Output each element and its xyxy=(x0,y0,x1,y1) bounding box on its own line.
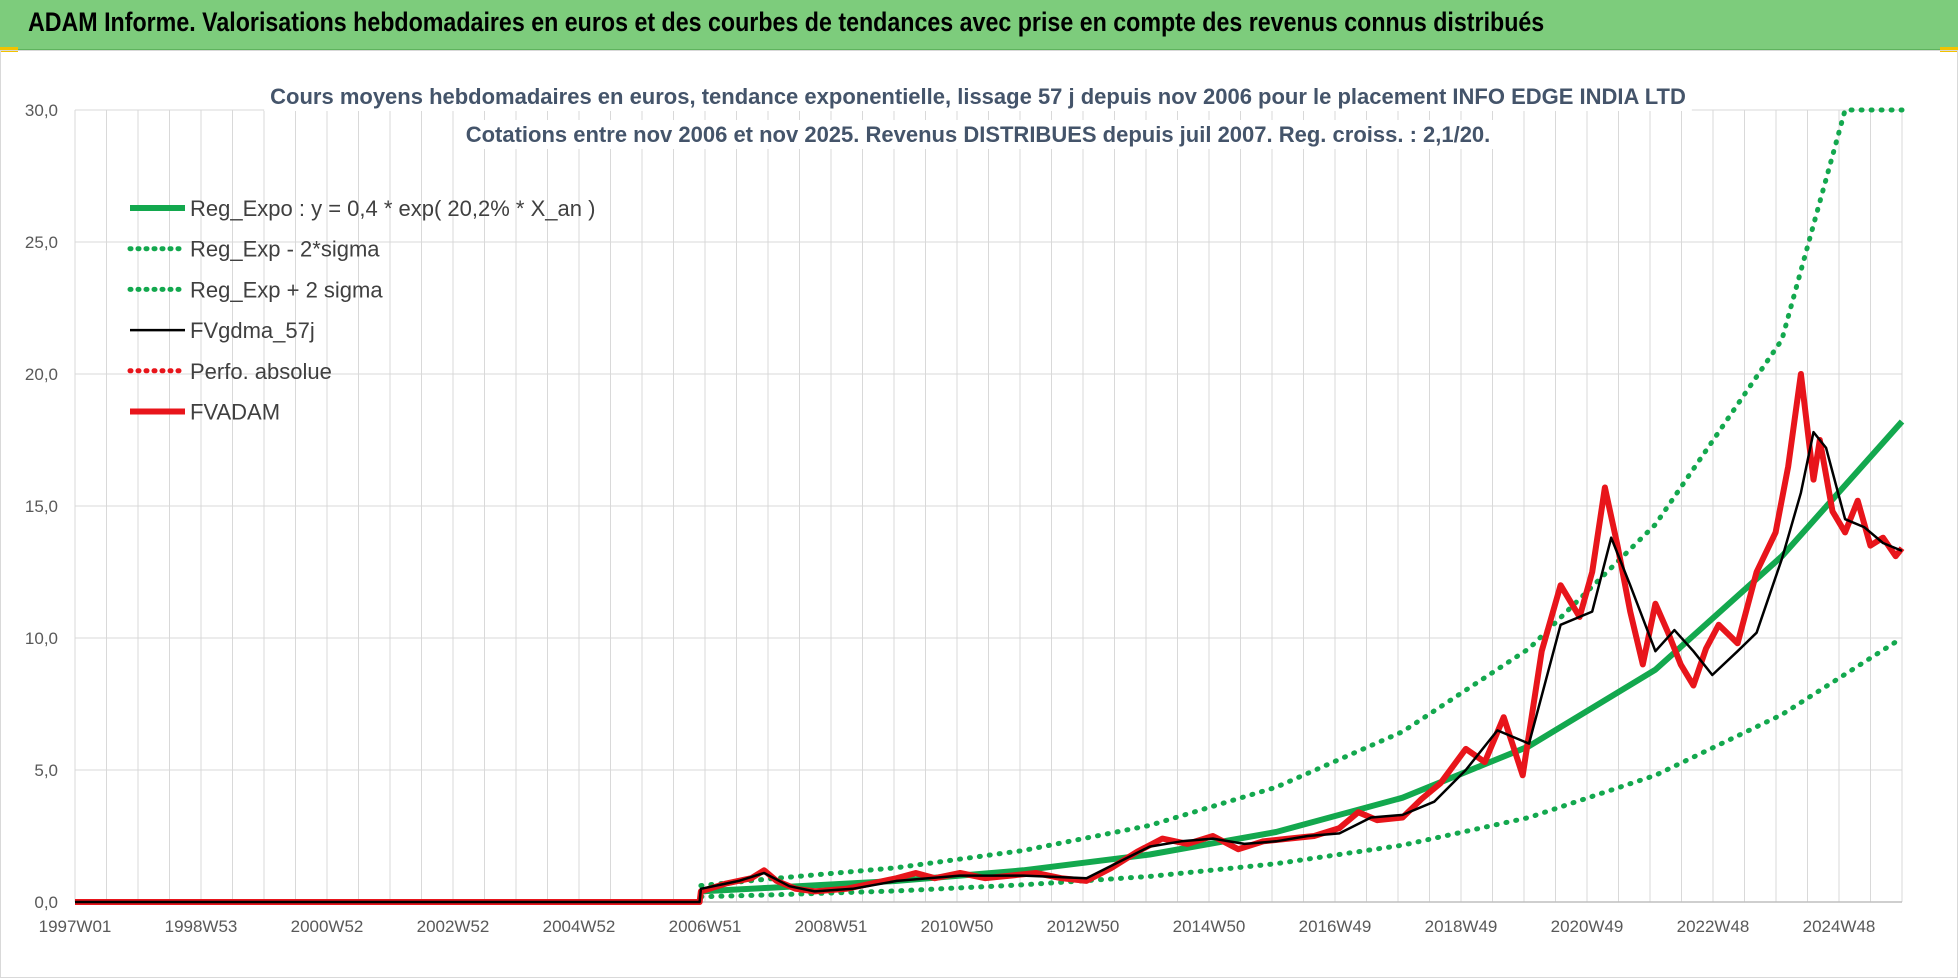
x-tick-label: 2004W52 xyxy=(543,917,616,936)
series-reg-expo-y-0-4-exp-20-2-x-an xyxy=(700,419,1905,895)
x-tick-label: 2006W51 xyxy=(669,917,742,936)
x-tick-label: 2018W49 xyxy=(1425,917,1498,936)
y-tick-label: 15,0 xyxy=(25,497,58,516)
y-tick-label: 10,0 xyxy=(25,629,58,648)
chart-title-bg xyxy=(264,82,1692,111)
chart-title: Cours moyens hebdomadaires en euros, ten… xyxy=(264,82,1692,149)
corner-mark-left xyxy=(0,47,18,52)
y-tick-label: 25,0 xyxy=(25,233,58,252)
axis-layer: 0,0 5,0 10,0 15,0 20,0 25,0 30,0 1997W01 1998W53… xyxy=(25,101,1902,936)
chart-title-bg xyxy=(459,120,1497,149)
x-tick-label: 2014W50 xyxy=(1173,917,1246,936)
x-tick-label: 2008W51 xyxy=(795,917,868,936)
chart-title-line: Cotations entre nov 2006 et nov 2025. Re… xyxy=(466,122,1491,147)
x-tick-label: 2016W49 xyxy=(1299,917,1372,936)
legend-label: Reg_Exp + 2 sigma xyxy=(190,277,383,302)
series-layer xyxy=(75,107,1905,905)
header-title: ADAM Informe. Valorisations hebdomadaire… xyxy=(28,7,1545,37)
y-tick-label: 20,0 xyxy=(25,365,58,384)
series-reg-exp-2-sigma xyxy=(698,107,1905,889)
series-reg-exp-2-sigma xyxy=(698,635,1905,900)
series-fvgdma-57j xyxy=(75,430,1903,904)
y-tick-label: 0,0 xyxy=(34,893,58,912)
y-tick-label: 5,0 xyxy=(34,761,58,780)
corner-mark-right xyxy=(1940,47,1958,52)
x-tick-label: 2012W50 xyxy=(1047,917,1120,936)
y-tick-label: 30,0 xyxy=(25,101,58,120)
x-tick-label: 2024W48 xyxy=(1803,917,1876,936)
x-tick-label: 2020W49 xyxy=(1551,917,1624,936)
legend: Reg_Expo : y = 0,4 * exp( 20,2% * X_an )… xyxy=(127,196,595,425)
x-tick-label: 1997W01 xyxy=(39,917,112,936)
chart-title-line: Cours moyens hebdomadaires en euros, ten… xyxy=(270,84,1686,109)
x-tick-label: 2022W48 xyxy=(1677,917,1750,936)
header-bar: ADAM Informe. Valorisations hebdomadaire… xyxy=(0,0,1958,50)
grid-layer xyxy=(74,109,1903,903)
x-tick-label: 2000W52 xyxy=(291,917,364,936)
legend-label: Reg_Exp - 2*sigma xyxy=(190,237,380,262)
legend-label: Reg_Expo : y = 0,4 * exp( 20,2% * X_an ) xyxy=(190,196,595,221)
x-tick-label: 1998W53 xyxy=(165,917,238,936)
series-fvadam xyxy=(75,371,1905,905)
legend-label: FVgdma_57j xyxy=(190,318,315,343)
x-tick-label: 2002W52 xyxy=(417,917,490,936)
legend-label: Perfo. absolue xyxy=(190,359,332,384)
x-tick-label: 2010W50 xyxy=(921,917,994,936)
legend-label: FVADAM xyxy=(190,400,280,425)
